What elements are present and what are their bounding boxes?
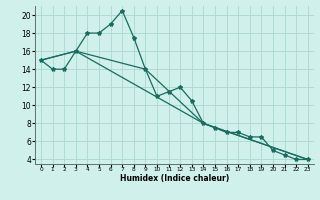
X-axis label: Humidex (Indice chaleur): Humidex (Indice chaleur) — [120, 174, 229, 183]
